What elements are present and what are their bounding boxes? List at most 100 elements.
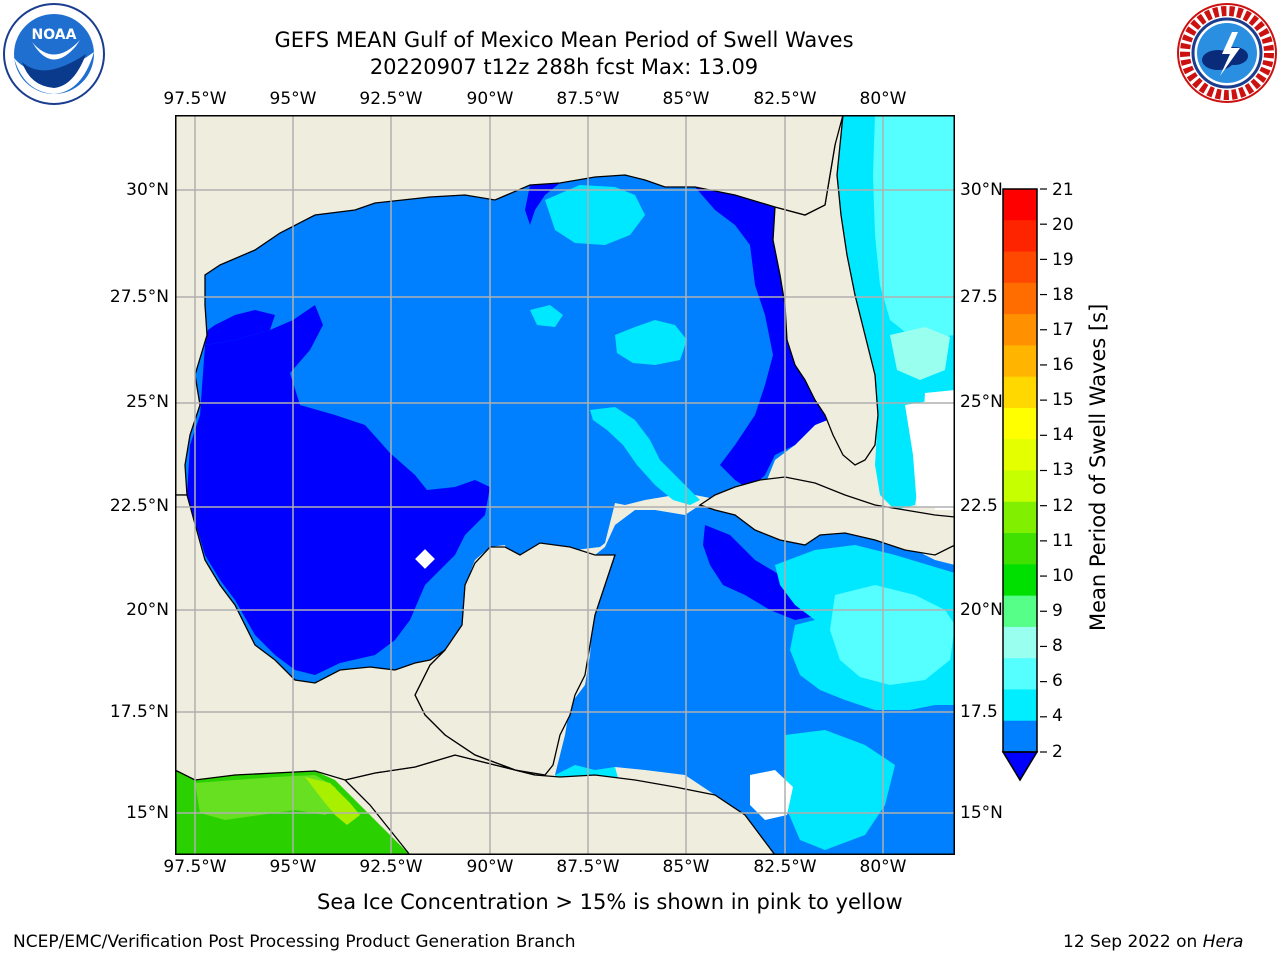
mexico-west-land <box>174 494 536 781</box>
nws-logo <box>1176 2 1278 104</box>
colorbar-tick: 19 <box>1052 250 1074 270</box>
nws-logo-graphic <box>1177 3 1277 103</box>
lon-tick-top: 95°W <box>269 89 317 109</box>
colorbar-swatch <box>1003 439 1037 471</box>
noaa-logo-text: NOAA <box>32 27 77 43</box>
lat-tick-left: 15°N <box>126 803 169 823</box>
deep-blue-north-gulf <box>525 183 560 225</box>
colorbar-swatch <box>1003 501 1037 534</box>
lon-tick-bottom: 97.5°W <box>163 857 227 877</box>
lat-tick-right: 27.5 <box>960 287 998 307</box>
colorbar-swatch <box>1003 595 1037 628</box>
pale-cyan-atlantic <box>890 327 950 380</box>
footer-date: 12 Sep 2022 on Hera <box>1063 932 1243 952</box>
cyan-caribbean-south <box>785 730 895 850</box>
lon-tick-top: 90°W <box>466 89 514 109</box>
colorbar-extend-arrow <box>1001 751 1039 782</box>
no-data-atlantic <box>905 400 950 507</box>
colorbar-swatch <box>1003 407 1037 440</box>
lon-tick-bottom: 95°W <box>269 857 317 877</box>
lat-tick-left: 25°N <box>126 392 169 412</box>
lon-tick-bottom: 82.5°W <box>753 857 817 877</box>
colorbar-swatch <box>1003 282 1037 315</box>
colorbar-tick: 15 <box>1052 390 1074 410</box>
lat-tick-right: 15°N <box>960 803 1003 823</box>
colorbar-swatches <box>1003 189 1037 753</box>
colorbar-tick: 17 <box>1052 320 1074 340</box>
lon-tick-bottom: 90°W <box>466 857 514 877</box>
lat-tick-left: 27.5°N <box>109 287 169 307</box>
lat-tick-right: 30°N <box>960 180 1003 200</box>
lon-tick-bottom: 87.5°W <box>556 857 620 877</box>
footer-credit: NCEP/EMC/Verification Post Processing Pr… <box>13 932 576 952</box>
sea-ice-note: Sea Ice Concentration > 15% is shown in … <box>317 890 903 914</box>
light-cyan-atlantic <box>873 115 955 340</box>
cyan-loop-current <box>590 407 700 505</box>
lat-tick-left: 17.5°N <box>109 702 169 722</box>
colorbar-tick: 4 <box>1052 706 1063 726</box>
colorbar-tick: 16 <box>1052 355 1074 375</box>
colorbar-swatch <box>1003 189 1037 221</box>
colorbar-tick: 11 <box>1052 531 1074 551</box>
colorbar-swatch <box>1003 564 1037 597</box>
map-grid <box>175 115 955 855</box>
colorbar-tick: 9 <box>1052 601 1063 621</box>
map-frame <box>175 115 955 855</box>
colorbar-tick: 18 <box>1052 285 1074 305</box>
lon-tick-bottom: 85°W <box>662 857 710 877</box>
no-data-caribbean <box>750 770 793 820</box>
lat-tick-left: 22.5°N <box>109 496 169 516</box>
colorbar-swatch <box>1003 376 1037 409</box>
colorbar-swatch <box>1003 251 1037 284</box>
deep-blue-west-coast <box>205 310 275 345</box>
north-coast-land <box>174 114 844 496</box>
no-data-gap <box>415 549 435 569</box>
lon-tick-top: 82.5°W <box>753 89 817 109</box>
lon-tick-bottom: 92.5°W <box>359 857 423 877</box>
lon-tick-top: 92.5°W <box>359 89 423 109</box>
colorbar-tick: 2 <box>1052 742 1063 762</box>
lat-tick-right: 22.5 <box>960 496 998 516</box>
map-subtitle: 20220907 t12z 288h fcst Max: 13.09 <box>369 55 759 79</box>
cyan-central-patch <box>615 320 687 365</box>
colorbar-swatch <box>1003 220 1037 253</box>
lon-tick-top: 85°W <box>662 89 710 109</box>
lat-tick-right: 20°N <box>960 600 1003 620</box>
cyan-north-patch <box>545 185 645 245</box>
lat-tick-right: 25°N <box>960 392 1003 412</box>
lon-tick-top: 97.5°W <box>163 89 227 109</box>
colorbar-tick-marks <box>1040 188 1047 753</box>
colorbar-swatch <box>1003 720 1037 753</box>
lon-tick-top: 80°W <box>859 89 907 109</box>
colorbar-tick: 21 <box>1052 180 1074 200</box>
noaa-logo: NOAA <box>2 2 106 106</box>
colorbar-tick: 14 <box>1052 425 1074 445</box>
colorbar-tick: 12 <box>1052 496 1074 516</box>
colorbar-swatch <box>1003 314 1037 346</box>
lat-tick-left: 30°N <box>126 180 169 200</box>
footer-machine: Hera <box>1202 932 1244 952</box>
colorbar-swatch <box>1003 658 1037 690</box>
pacific-swell-lightgreen <box>195 775 345 820</box>
colorbar-frame <box>1002 188 1038 753</box>
colorbar-swatch <box>1003 533 1037 565</box>
deep-blue-west-gulf <box>187 305 490 675</box>
gulf-map <box>174 114 956 856</box>
cyan-small-patch <box>530 305 563 327</box>
noaa-logo-graphic: NOAA <box>3 3 105 105</box>
map-title: GEFS MEAN Gulf of Mexico Mean Period of … <box>274 28 854 52</box>
colorbar-swatch <box>1003 345 1037 378</box>
colorbar-graphic <box>1001 188 1039 782</box>
lon-tick-bottom: 80°W <box>859 857 907 877</box>
colorbar-label: Mean Period of Swell Waves [s] <box>1086 303 1110 631</box>
colorbar-swatch <box>1003 689 1037 722</box>
footer-date-text: 12 Sep 2022 on <box>1063 932 1203 952</box>
colorbar-tick: 8 <box>1052 636 1063 656</box>
colorbar <box>1000 186 1040 786</box>
lat-tick-left: 20°N <box>126 600 169 620</box>
colorbar-swatch <box>1003 470 1037 503</box>
lon-tick-top: 87.5°W <box>556 89 620 109</box>
lat-tick-right: 17.5 <box>960 702 998 722</box>
colorbar-tick: 20 <box>1052 215 1074 235</box>
colorbar-swatch <box>1003 626 1037 659</box>
